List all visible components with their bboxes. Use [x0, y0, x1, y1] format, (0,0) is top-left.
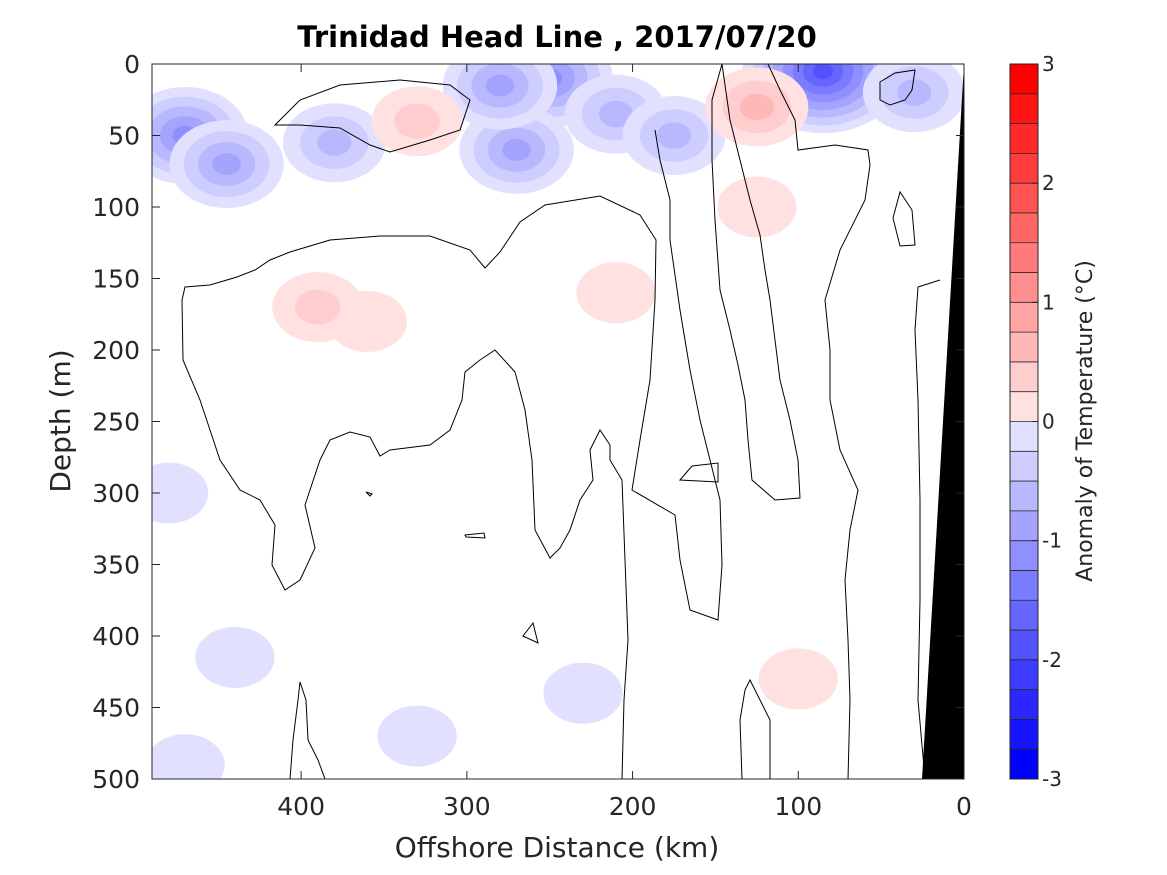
- y-tick-label: 350: [92, 551, 140, 580]
- colorbar-swatch: [1010, 510, 1038, 542]
- colorbar-swatch: [1010, 451, 1038, 482]
- colorbar-swatch: [1010, 64, 1038, 95]
- anomaly-contour-band: [897, 79, 932, 106]
- x-tick-label: 0: [956, 792, 972, 821]
- anomaly-contour-band: [294, 289, 341, 325]
- colorbar-swatch: [1010, 421, 1038, 452]
- anomaly-contour-band: [152, 734, 225, 779]
- zero-contour-line: [621, 479, 629, 779]
- colorbar-tick-label: -2: [1042, 648, 1062, 672]
- colorbar-tick-label: -3: [1042, 767, 1062, 791]
- colorbar-swatch: [1010, 749, 1038, 780]
- zero-contour-line: [892, 190, 916, 247]
- y-tick-label: 250: [92, 408, 140, 437]
- zero-contour-line: [273, 79, 471, 153]
- anomaly-contour-band: [598, 100, 634, 128]
- colorbar-swatch: [1010, 123, 1038, 154]
- chart-title: Trinidad Head Line , 2017/07/20: [297, 20, 817, 54]
- anomaly-contour-band: [717, 176, 797, 238]
- colorbar-swatch: [1010, 302, 1038, 333]
- anomaly-fill-layer: [152, 64, 964, 779]
- x-tick-label: 200: [609, 792, 657, 821]
- colorbar: 3 2 1 0 -1 -2 -3: [1010, 52, 1062, 791]
- y-tick-label: 300: [92, 479, 140, 508]
- anomaly-contour-band: [656, 122, 692, 149]
- colorbar-swatch: [1010, 600, 1038, 631]
- anomaly-contour-band: [502, 138, 531, 161]
- y-tick-label: 500: [92, 765, 140, 794]
- colorbar-swatch: [1010, 719, 1038, 750]
- colorbar-tick-label: 0: [1042, 410, 1055, 434]
- axis-ticks: 400 300 200 100 0 0 50 100 150 200 250 300 350 400 450…: [92, 50, 972, 821]
- seafloor-bathymetry: [922, 64, 964, 779]
- x-tick-label: 400: [277, 792, 325, 821]
- colorbar-swatch: [1010, 540, 1038, 571]
- y-tick-label: 200: [92, 336, 140, 365]
- y-tick-label: 50: [108, 122, 140, 151]
- zero-contour-line: [678, 462, 719, 483]
- anomaly-contour-band: [317, 129, 352, 156]
- colorbar-label: Anomaly of Temperature (°C): [1073, 260, 1098, 582]
- zero-contour-line: [879, 69, 916, 106]
- zero-contour-line: [767, 64, 871, 779]
- x-tick-label: 300: [443, 792, 491, 821]
- colorbar-swatch: [1010, 272, 1038, 303]
- y-axis-label: Depth (m): [44, 349, 77, 492]
- zero-contour-line: [365, 491, 373, 497]
- anomaly-contour-band: [485, 74, 515, 97]
- y-tick-label: 150: [92, 265, 140, 294]
- colorbar-swatch: [1010, 361, 1038, 393]
- colorbar-swatch: [1010, 93, 1038, 124]
- colorbar-swatch: [1010, 630, 1038, 661]
- colorbar-swatch: [1010, 332, 1038, 363]
- zero-contour-line: [181, 129, 723, 621]
- x-axis-label: Offshore Distance (km): [395, 831, 720, 864]
- colorbar-swatch: [1010, 570, 1038, 601]
- anomaly-contour-band: [377, 705, 457, 767]
- anomaly-contour-band: [394, 103, 440, 139]
- y-tick-label: 100: [92, 193, 140, 222]
- zero-contour-line: [739, 678, 771, 779]
- colorbar-swatch: [1010, 391, 1038, 422]
- y-tick-label: 450: [92, 694, 140, 723]
- anomaly-contour-band: [739, 93, 775, 121]
- colorbar-frame: [1009, 63, 1039, 780]
- colorbar-tick-label: -1: [1042, 529, 1062, 553]
- zero-contour-line: [464, 532, 486, 539]
- anomaly-contour-band: [576, 262, 656, 324]
- zero-contour-line: [914, 279, 941, 779]
- anomaly-contour-band: [212, 153, 241, 176]
- colorbar-swatch: [1010, 183, 1038, 214]
- zero-contour-line: [289, 681, 326, 779]
- colorbar-swatch: [1010, 689, 1038, 720]
- anomaly-contour-band: [195, 626, 275, 688]
- colorbar-swatch: [1010, 242, 1038, 273]
- zero-contour-line: [181, 299, 623, 591]
- colorbar-swatch: [1010, 659, 1038, 691]
- anomaly-contour-band: [758, 648, 838, 710]
- anomaly-contour-band: [152, 462, 209, 524]
- x-tick-label: 100: [774, 792, 822, 821]
- colorbar-swatch: [1010, 481, 1038, 512]
- y-tick-label: 400: [92, 622, 140, 651]
- colorbar-tick-label: 2: [1042, 171, 1055, 195]
- colorbar-swatch: [1010, 153, 1038, 184]
- zero-contour-line: [711, 64, 801, 501]
- colorbar-tick-label: 1: [1042, 290, 1055, 314]
- colorbar-tick-label: 3: [1042, 52, 1055, 76]
- anomaly-contour-band: [813, 64, 834, 79]
- anomaly-contour-band: [543, 662, 623, 724]
- y-tick-label: 0: [124, 50, 140, 79]
- colorbar-swatch: [1010, 212, 1038, 244]
- zero-contour-line: [522, 621, 539, 644]
- zero-contour-layer: [181, 64, 941, 779]
